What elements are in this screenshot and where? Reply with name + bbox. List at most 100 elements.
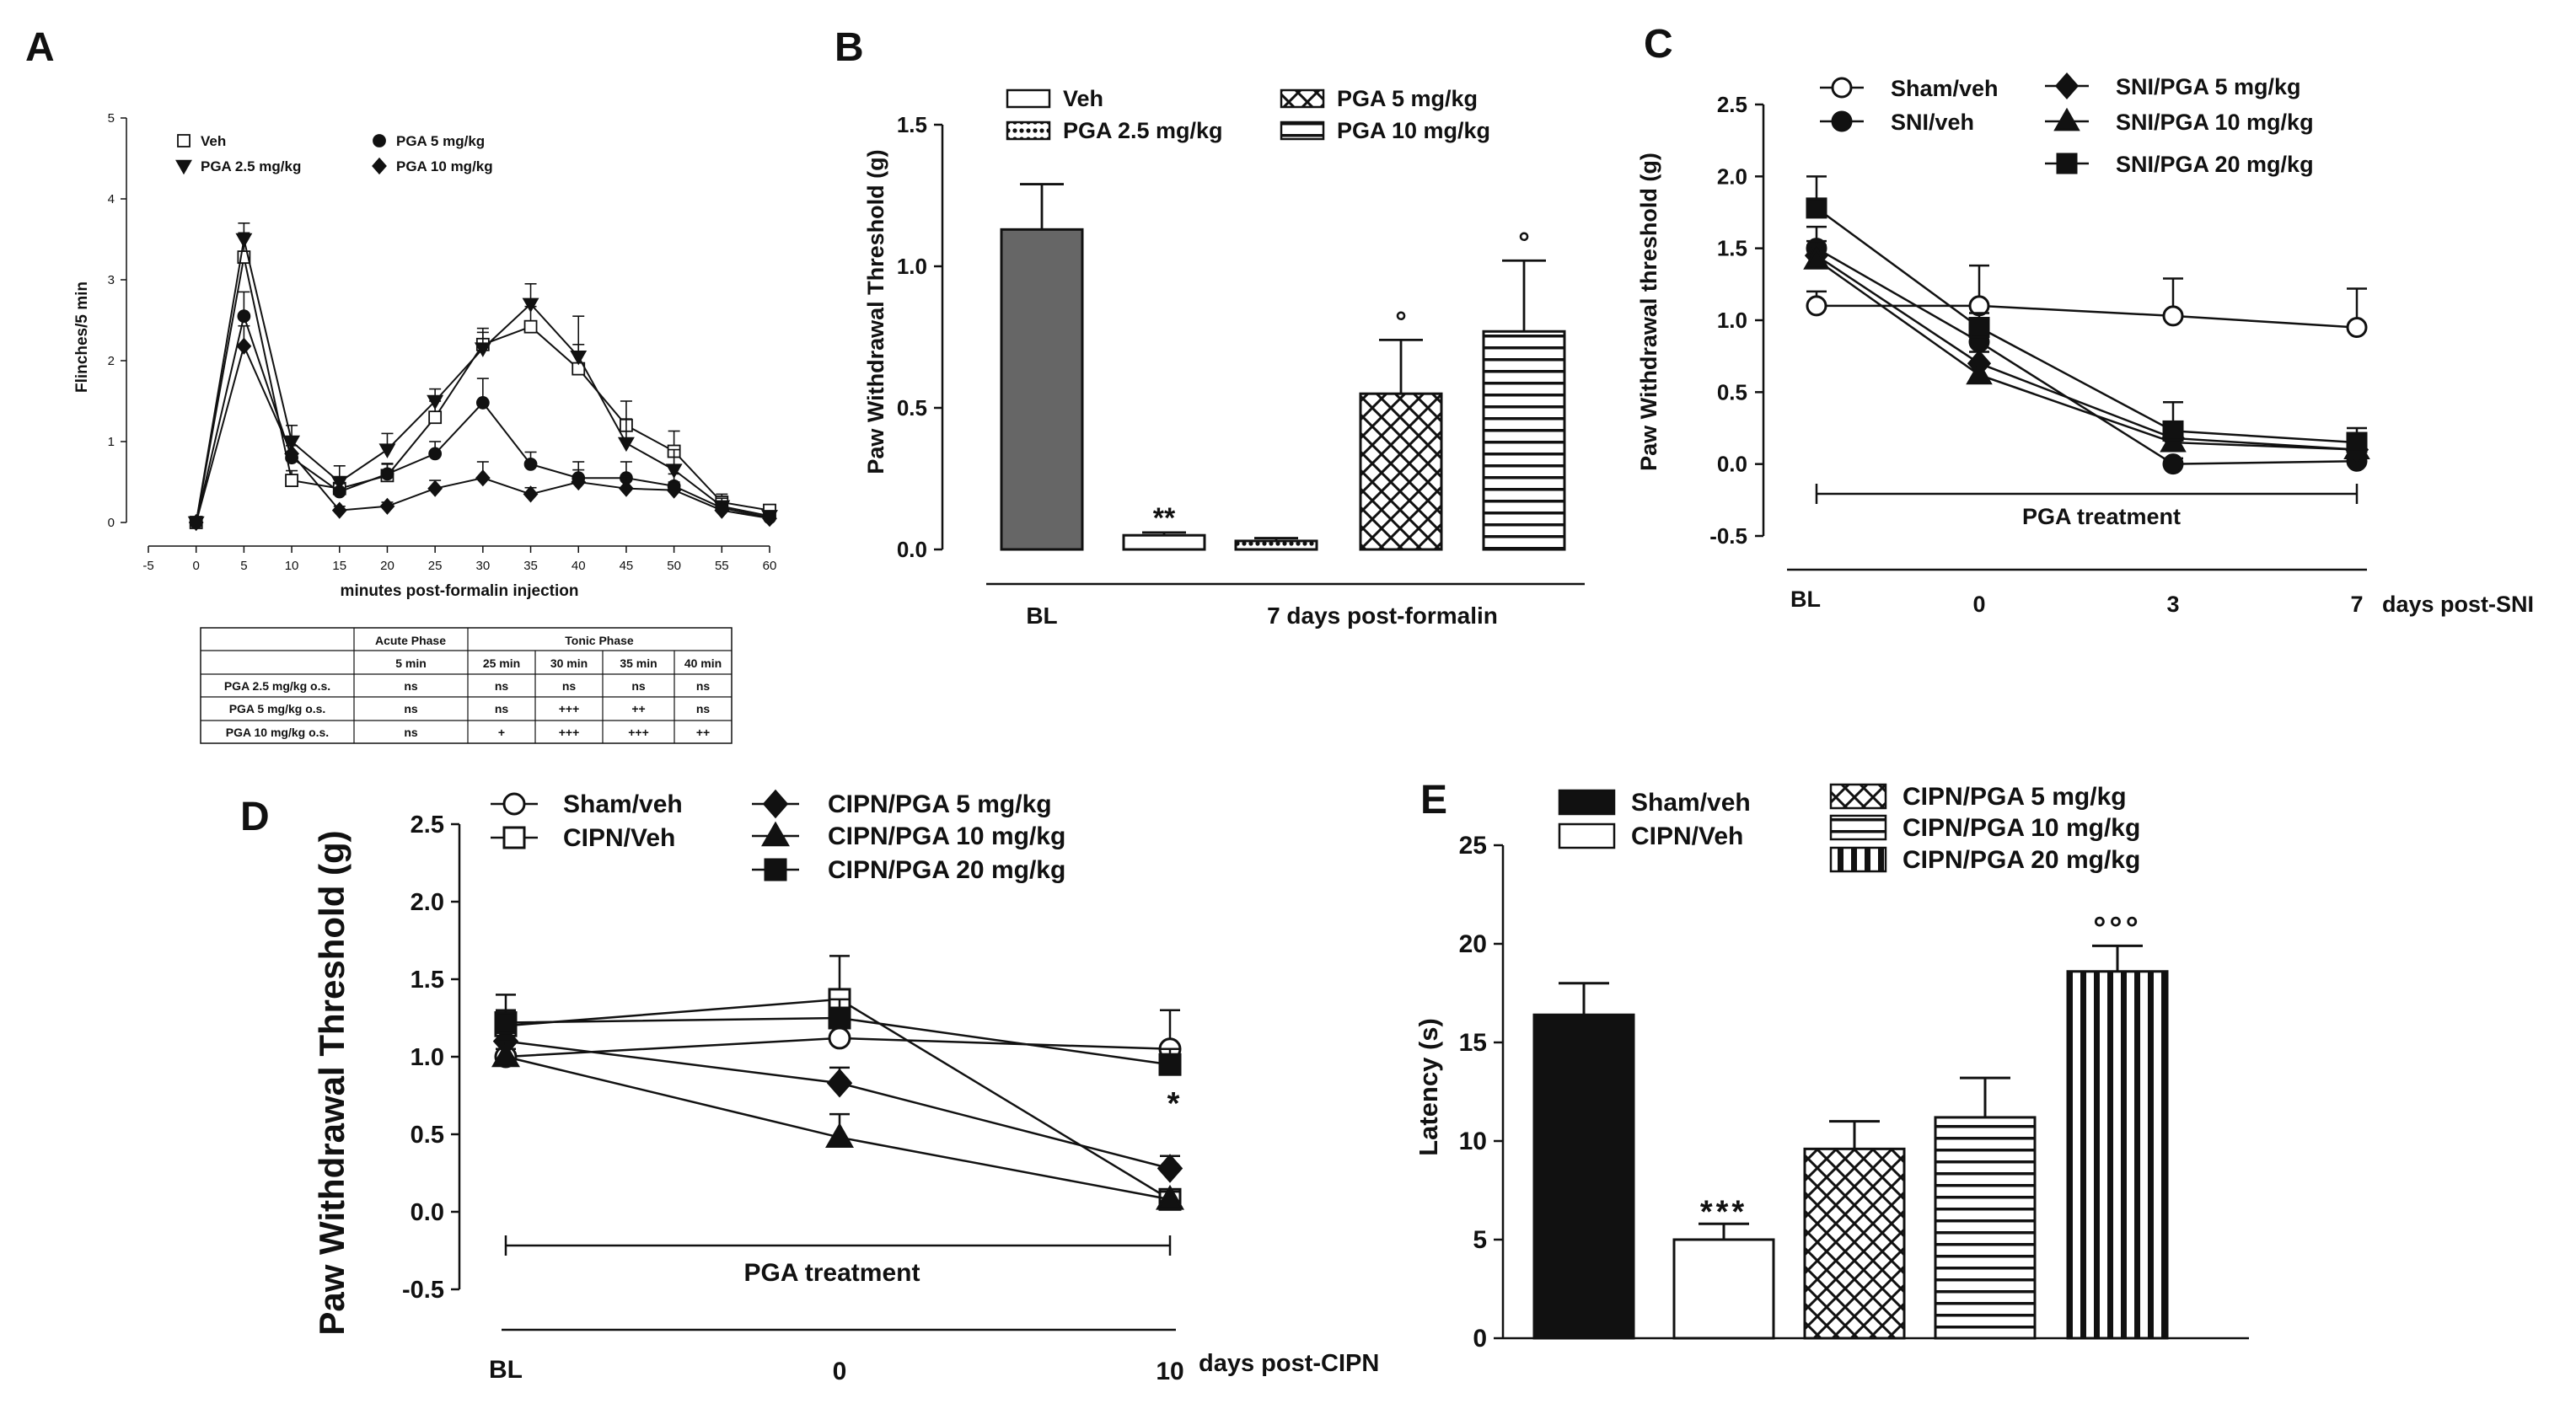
panel-c-x-tick-label: BL — [1790, 587, 1821, 612]
panel-b-legend-label: PGA 10 mg/kg — [1337, 118, 1490, 143]
panel-a-table-group-header: Tonic Phase — [565, 634, 634, 647]
panel-a-series-pga-5-mg-kg — [189, 291, 776, 529]
panel-c-line-sni-pga-10-mg-kg — [1816, 259, 2358, 451]
panel-e-legend-swatch — [1829, 846, 1887, 873]
panel-c-legend-label: SNI/PGA 20 mg/kg — [2116, 152, 2314, 177]
panel-b-bar-pga-10-mg-kg — [1482, 329, 1566, 551]
panel-a-point — [284, 445, 299, 463]
panel-b-group-bl: BL — [1026, 603, 1057, 629]
panel-a-table-cell: ns — [631, 679, 646, 693]
panel-a-point — [379, 497, 395, 515]
panel-e-legend-label: CIPN/PGA 10 mg/kg — [1902, 814, 2140, 842]
panel-e-annotation: *** — [1700, 1194, 1747, 1230]
panel-a-xlabel: minutes post-formalin injection — [341, 582, 579, 600]
panel-a-table-cell: + — [498, 726, 505, 739]
panel-e-bar-cipn-pga-5-mg-kg — [1803, 1147, 1906, 1340]
panel-a-y-tick-label: 0 — [108, 516, 115, 530]
panel-d-y-tick-label: 1.0 — [411, 1044, 444, 1071]
panel-d-x-tick-label: 10 — [1156, 1358, 1183, 1385]
panel-b-y-tick-label: 0.0 — [897, 537, 927, 562]
panel-d-legend-label: Sham/veh — [563, 790, 683, 818]
panel-a-point — [522, 297, 539, 313]
panel-a-point — [665, 463, 683, 479]
panel-a-table-cell: ns — [562, 679, 577, 693]
panel-b-y-tick-label: 1.5 — [897, 112, 927, 137]
panel-a-y-tick-label: 3 — [108, 273, 115, 287]
panel-b-ylabel: Paw Withdrawal Threshold (g) — [863, 149, 888, 474]
panel-e-bar-sham-veh — [1532, 1013, 1635, 1340]
panel-c-y-tick-label: 2.0 — [1717, 163, 1747, 189]
panel-b-y-tick-label: 0.5 — [897, 395, 927, 421]
panel-c-legend-label: SNI/PGA 10 mg/kg — [2116, 110, 2314, 135]
panel-c-x-tick-label: 3 — [2166, 592, 2179, 617]
panel-c-point — [1806, 197, 1827, 219]
panel-a-table-cell: ++ — [631, 702, 645, 715]
panel-e-annotation: °°° — [2093, 911, 2142, 946]
panel-a-table-column-header: 35 min — [620, 656, 657, 670]
panel-a-x-tick-label: 50 — [667, 559, 681, 573]
panel-d-annotation: * — [1167, 1086, 1180, 1122]
panel-c-legend-label: Sham/veh — [1891, 76, 1999, 101]
panel-a-table-cell: ns — [404, 702, 418, 715]
panel-e-y-tick-label: 25 — [1459, 832, 1487, 860]
panel-a-point — [380, 467, 394, 481]
panel-a-y-tick-label: 1 — [108, 435, 115, 449]
panel-e-legend-swatch — [1558, 822, 1616, 849]
panel-d-point — [494, 1011, 518, 1035]
panel-a-table-group-header: Acute Phase — [375, 634, 446, 647]
panel-d-y-tick-label: 0.5 — [411, 1122, 444, 1149]
panel-c-y-tick-label: 0.0 — [1717, 452, 1747, 477]
panel-b-bar-pga-5-mg-kg — [1359, 392, 1443, 551]
panel-a-series-pga-2-5-mg-kg — [187, 222, 778, 532]
panel-d-legend-marker — [502, 826, 526, 849]
panel-b-legend-label: Veh — [1063, 86, 1103, 111]
panel-a-legend-label: Veh — [201, 133, 226, 149]
panel-d-y-tick-label: 0.0 — [411, 1199, 444, 1226]
panel-d-y-tick-label: 1.5 — [411, 967, 444, 994]
panel-a-x-tick-label: 0 — [193, 559, 200, 573]
panel-c-legend-label: SNI/veh — [1891, 110, 1974, 135]
panel-b-chart: Paw Withdrawal Threshold (g) BL 7 days p… — [863, 86, 1585, 629]
panel-d-legend-marker — [761, 821, 790, 847]
panel-d-legend-label: CIPN/PGA 5 mg/kg — [828, 790, 1052, 818]
panel-b-bar-pga-2-5-mg-kg — [1234, 539, 1318, 551]
panel-a-point — [571, 473, 587, 491]
panel-a-legend-label: PGA 10 mg/kg — [396, 158, 493, 174]
panel-a-table-column-header: 5 min — [395, 656, 427, 670]
panel-a-point — [475, 469, 491, 487]
panel-a-table-cell: ns — [696, 702, 711, 715]
panel-c-point — [2346, 317, 2368, 339]
panel-e-y-tick-label: 20 — [1459, 930, 1487, 958]
panel-e-bar-cipn-veh — [1672, 1238, 1775, 1340]
panel-a-y-tick-label: 2 — [108, 354, 115, 368]
panel-a-x-tick-label: 20 — [380, 559, 394, 573]
panel-c-x-suffix: days post-SNI — [2382, 592, 2534, 617]
panel-c-point — [1966, 361, 1993, 385]
panel-a-x-tick-label: 45 — [620, 559, 634, 573]
panel-d-legend-marker — [502, 792, 526, 816]
panel-d-point — [826, 1069, 853, 1098]
panel-a-point — [619, 479, 634, 497]
panel-c-legend-marker — [1831, 110, 1853, 132]
panel-a-point — [474, 342, 491, 357]
panel-d-legend-label: CIPN/PGA 20 mg/kg — [828, 856, 1065, 884]
panel-c-line-sni-pga-20-mg-kg — [1816, 206, 2358, 444]
panel-d-x-tick-label: BL — [489, 1356, 523, 1384]
panel-c-legend-marker — [1831, 77, 1853, 99]
panel-letter-a: A — [25, 25, 55, 70]
panel-d-x-suffix: days post-CIPN — [1199, 1350, 1379, 1377]
panel-d-point — [828, 1026, 851, 1050]
panel-letter-d: D — [240, 795, 270, 839]
panel-c-line-sni-pga-5-mg-kg — [1816, 254, 2358, 451]
panel-a-point — [570, 350, 588, 366]
panel-c-x-tick-label: 7 — [2350, 592, 2363, 617]
panel-c-line-sham-veh — [1817, 304, 2358, 329]
panel-a-legend-label: PGA 2.5 mg/kg — [201, 158, 301, 174]
panel-a-legend-marker — [177, 134, 191, 147]
panel-a-point — [762, 510, 777, 528]
panel-d-point — [1156, 1184, 1184, 1210]
panel-a-point — [427, 394, 444, 410]
panel-c-line-sni-veh — [1816, 247, 2358, 465]
panel-c-point — [1968, 317, 1990, 339]
panel-a-x-tick-label: 25 — [428, 559, 443, 573]
